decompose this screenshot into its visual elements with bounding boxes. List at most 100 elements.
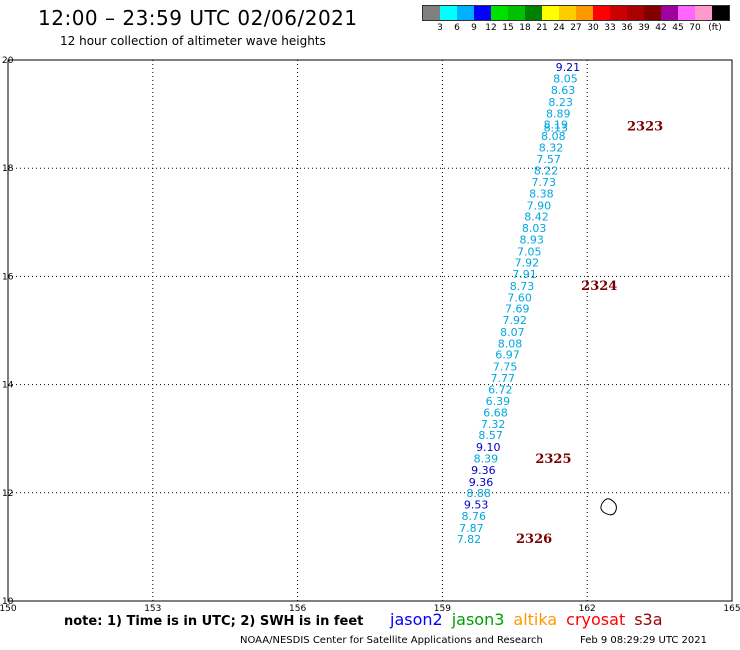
wave-height-point: 6.68	[483, 407, 508, 420]
color-swatch	[559, 6, 576, 20]
mission-legend-jason3: jason3	[451, 610, 505, 629]
color-scale-label: 30	[587, 23, 599, 33]
color-scale-label: 45	[672, 23, 684, 33]
y-tick-label: 20	[2, 56, 14, 66]
color-swatch	[593, 6, 610, 20]
wave-height-point: 6.72	[488, 383, 513, 396]
generated-timestamp: Feb 9 08:29:29 UTC 2021	[580, 635, 707, 646]
x-tick-label: 156	[289, 604, 306, 614]
color-swatch	[440, 6, 457, 20]
wave-height-point: 8.73	[510, 280, 535, 293]
y-tick-label: 14	[2, 381, 14, 391]
wave-height-point: 8.63	[551, 84, 576, 97]
wave-height-point: 8.19	[544, 119, 569, 132]
wave-height-point: 8.08	[541, 130, 566, 143]
wave-height-point: 7.77	[490, 372, 515, 385]
color-swatch	[627, 6, 644, 20]
color-scale-label: 18	[519, 23, 531, 33]
plot-frame	[7, 59, 733, 602]
wave-height-point: 8.05	[553, 73, 578, 86]
x-tick-label: 153	[144, 604, 161, 614]
color-scale-label: 33	[604, 23, 616, 33]
color-swatch	[712, 6, 729, 20]
color-scale-label: 15	[502, 23, 514, 33]
wave-height-point: 8.88	[466, 487, 491, 500]
wave-height-point: 9.36	[471, 464, 496, 477]
color-swatch	[661, 6, 678, 20]
wave-height-point: 7.87	[459, 522, 484, 535]
color-swatch	[525, 6, 542, 20]
wave-height-point: 9.53	[464, 498, 489, 511]
color-scale-label: 24	[553, 23, 565, 33]
wave-height-point: 7.69	[505, 303, 530, 316]
color-scale-label: 12	[485, 23, 497, 33]
wave-height-point: 8.03	[522, 222, 547, 235]
island-outline	[600, 498, 617, 516]
color-scale-labels: 3 6 9 12 15 18 21 24 27 30 33 36 39 42 45 70 (ft)	[422, 21, 730, 33]
wave-height-point: 7.92	[515, 257, 540, 270]
x-tick-label: 150	[0, 604, 17, 614]
color-swatch	[610, 6, 627, 20]
color-scale-swatches	[422, 5, 730, 21]
pass-number-label: 2324	[581, 279, 617, 294]
wave-height-point: 8.57	[478, 429, 503, 442]
x-tick-label: 159	[434, 604, 451, 614]
y-tick-label: 10	[2, 597, 14, 607]
wave-height-point: 8.32	[539, 141, 564, 154]
wave-height-point: 7.57	[536, 153, 561, 166]
mission-legend-cryosat: cryosat	[566, 610, 626, 629]
wave-height-point: 8.38	[529, 187, 554, 200]
color-swatch	[576, 6, 593, 20]
credit-line: NOAA/NESDIS Center for Satellite Applica…	[240, 635, 543, 646]
color-scale-legend: 3 6 9 12 15 18 21 24 27 30 33 36 39 42 45 70 (ft)	[422, 5, 730, 33]
wave-height-point: 8.93	[519, 233, 544, 246]
y-tick-label: 12	[2, 489, 13, 499]
chart-subtitle: 12 hour collection of altimeter wave hei…	[60, 34, 326, 48]
color-scale-label: 27	[570, 23, 582, 33]
wave-height-point: 8.07	[500, 326, 525, 339]
color-scale-label: 3	[437, 23, 443, 33]
wave-height-point: 8.13	[544, 121, 569, 134]
mission-legend: jason2 jason3 altika cryosat s3a	[390, 610, 672, 629]
wave-height-point: 8.08	[498, 337, 523, 350]
wave-height-point: 7.91	[512, 268, 537, 281]
chart-title: 12:00 – 23:59 UTC 02/06/2021	[38, 6, 358, 30]
color-scale-label: 36	[621, 23, 633, 33]
x-tick-label: 165	[723, 604, 740, 614]
pass-number-label: 2323	[627, 119, 663, 134]
y-tick-label: 16	[2, 272, 14, 282]
color-swatch	[678, 6, 695, 20]
mission-legend-jason2: jason2	[390, 610, 443, 629]
wave-height-point: 9.21	[556, 61, 581, 74]
mission-legend-altika: altika	[513, 610, 558, 629]
color-scale-label: 70	[689, 23, 701, 33]
color-swatch	[695, 6, 712, 20]
wave-height-point: 8.76	[462, 510, 487, 523]
wave-height-point: 7.32	[481, 418, 506, 431]
x-tick-label: 162	[579, 604, 596, 614]
color-swatch	[457, 6, 474, 20]
y-tick-label: 18	[2, 164, 14, 174]
wave-height-point: 7.90	[527, 199, 552, 212]
footer-note: note: 1) Time is in UTC; 2) SWH is in fe…	[64, 614, 364, 629]
wave-height-point: 9.36	[469, 476, 494, 489]
pass-number-label: 2326	[516, 532, 552, 547]
color-swatch	[644, 6, 661, 20]
wave-height-point: 8.89	[546, 107, 571, 120]
color-swatch	[474, 6, 491, 20]
wave-height-point: 6.39	[486, 395, 511, 408]
wave-height-point: 6.97	[495, 349, 520, 362]
wave-height-point: 7.05	[517, 245, 542, 258]
color-scale-label: 42	[655, 23, 667, 33]
color-swatch	[491, 6, 508, 20]
color-scale-label: 6	[454, 23, 460, 33]
wave-height-point: 9.10	[476, 441, 501, 454]
wave-height-point: 8.23	[548, 96, 573, 109]
wave-height-point: 7.82	[457, 533, 482, 546]
color-swatch	[508, 6, 525, 20]
color-scale-label: 21	[536, 23, 548, 33]
wave-height-point: 7.73	[532, 176, 557, 189]
wave-height-point: 7.75	[493, 361, 518, 374]
color-scale-label: 39	[638, 23, 650, 33]
